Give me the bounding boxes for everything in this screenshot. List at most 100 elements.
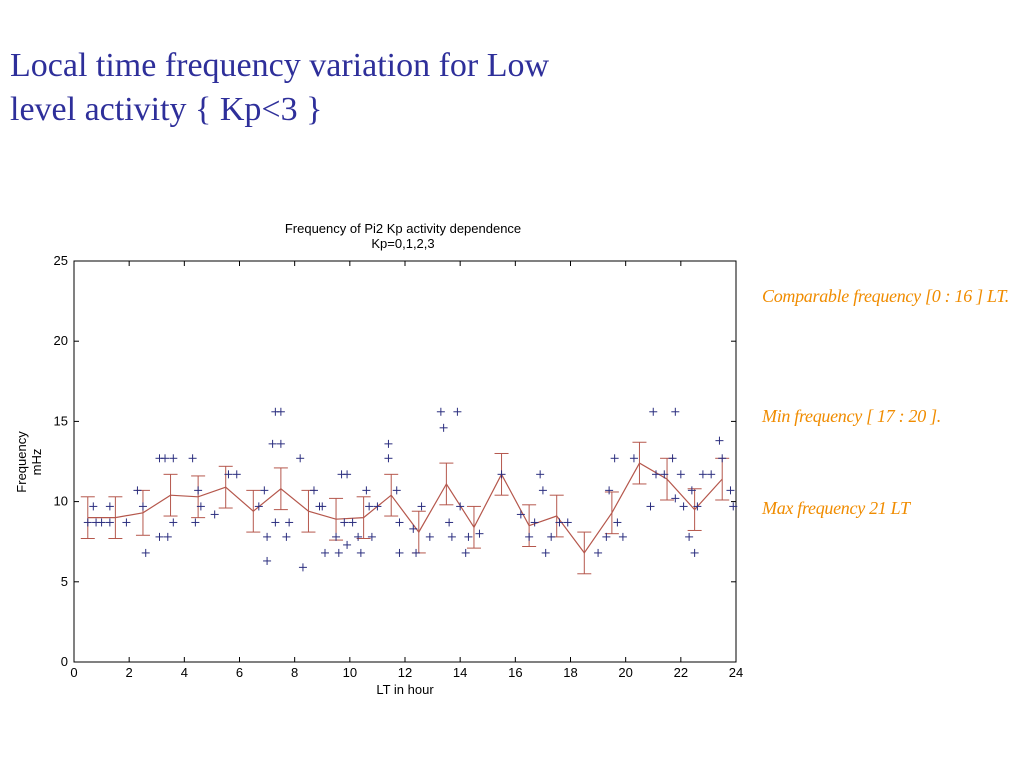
scatter-point [354,532,363,541]
scatter-point [395,548,404,557]
x-tick-label: 10 [343,665,357,680]
scatter-point [122,518,131,527]
scatter-point [196,502,205,511]
y-axis-label-line-2: mHz [29,449,44,476]
scatter-point [224,470,233,479]
scatter-point [332,532,341,541]
scatter-point [298,563,307,572]
scatter-point [729,502,738,511]
scatter-point [679,502,688,511]
scatter-point [464,532,473,541]
scatter-point [525,532,534,541]
scatter-point [649,407,658,416]
scatter-point [384,454,393,463]
x-axis-label: LT in hour [376,682,434,697]
x-tick-label: 24 [729,665,743,680]
scatter-point [254,502,263,511]
scatter-point [163,532,172,541]
scatter-point [594,548,603,557]
scatter-point [436,407,445,416]
scatter-point [547,532,556,541]
scatter-point [395,518,404,527]
scatter-point [447,532,456,541]
scatter-point [373,502,382,511]
scatter-point [425,532,434,541]
scatter-point [343,540,352,549]
scatter-point [685,532,694,541]
scatter-point [263,556,272,565]
scatter-point [536,470,545,479]
scatter-point [348,518,357,527]
scatter-point [343,470,352,479]
scatter-point [541,548,550,557]
scatter-point [563,518,572,527]
scatter-point [392,486,401,495]
scatter-point [726,486,735,495]
note-min-frequency: Min frequency [ 17 : 20 ]. [762,406,941,426]
x-tick-label: 0 [70,665,77,680]
scatter-point [497,470,506,479]
scatter-point [687,486,696,495]
scatter-point [618,532,627,541]
scatter-point [646,502,655,511]
scatter-point [555,518,564,527]
y-tick-label: 25 [54,253,68,268]
scatter-point [83,518,92,527]
scatter-point [105,518,114,527]
scatter-point [133,486,142,495]
x-tick-label: 14 [453,665,467,680]
scatter-point [97,518,106,527]
y-tick-label: 15 [54,413,68,428]
scatter-point [629,454,638,463]
scatter-point [409,524,418,533]
scatter-point [453,407,462,416]
scatter-point [260,486,269,495]
scatter-point [475,529,484,538]
scatter-point [445,518,454,527]
scatter-point [210,510,219,519]
scatter-point [161,454,170,463]
plot-area [73,260,737,663]
scatter-point [271,518,280,527]
scatter-point [191,518,200,527]
x-tick-label: 16 [508,665,522,680]
scatter-point [282,532,291,541]
scatter-point [439,423,448,432]
scatter-point [690,548,699,557]
slide-title: Local time frequency variation for Low l… [10,44,690,132]
chart-subtitle: Kp=0,1,2,3 [371,236,434,251]
scatter-point [276,407,285,416]
scatter-point [715,436,724,445]
scatter-point [671,407,680,416]
scatter-point [268,439,277,448]
scatter-point [698,470,707,479]
scatter-point [676,470,685,479]
scatter-point [276,439,285,448]
scatter-point [188,454,197,463]
scatter-point [138,502,147,511]
y-tick-label: 0 [61,654,68,669]
scatter-points [83,407,738,572]
scatter-point [318,502,327,511]
slide-title-line-2: level activity { Kp<3 } [10,91,323,128]
scatter-point [412,548,421,557]
scatter-point [707,470,716,479]
chart-title: Frequency of Pi2 Kp activity dependence [285,221,521,236]
scatter-point [285,518,294,527]
slide-title-line-1: Local time frequency variation for Low [10,47,550,84]
note-comparable-frequency: Comparable frequency [0 : 16 ] LT. [762,286,1009,306]
x-tick-label: 18 [563,665,577,680]
scatter-point [296,454,305,463]
scatter-point [169,518,178,527]
scatter-point [530,518,539,527]
x-tick-label: 22 [674,665,688,680]
scatter-point [384,439,393,448]
frequency-chart: Frequency of Pi2 Kp activity dependence … [14,221,744,697]
scatter-point [356,548,365,557]
scatter-point [605,486,614,495]
note-max-frequency: Max frequency 21 LT [762,498,910,518]
x-tick-label: 20 [618,665,632,680]
x-tick-label: 8 [291,665,298,680]
scatter-point [340,518,349,527]
